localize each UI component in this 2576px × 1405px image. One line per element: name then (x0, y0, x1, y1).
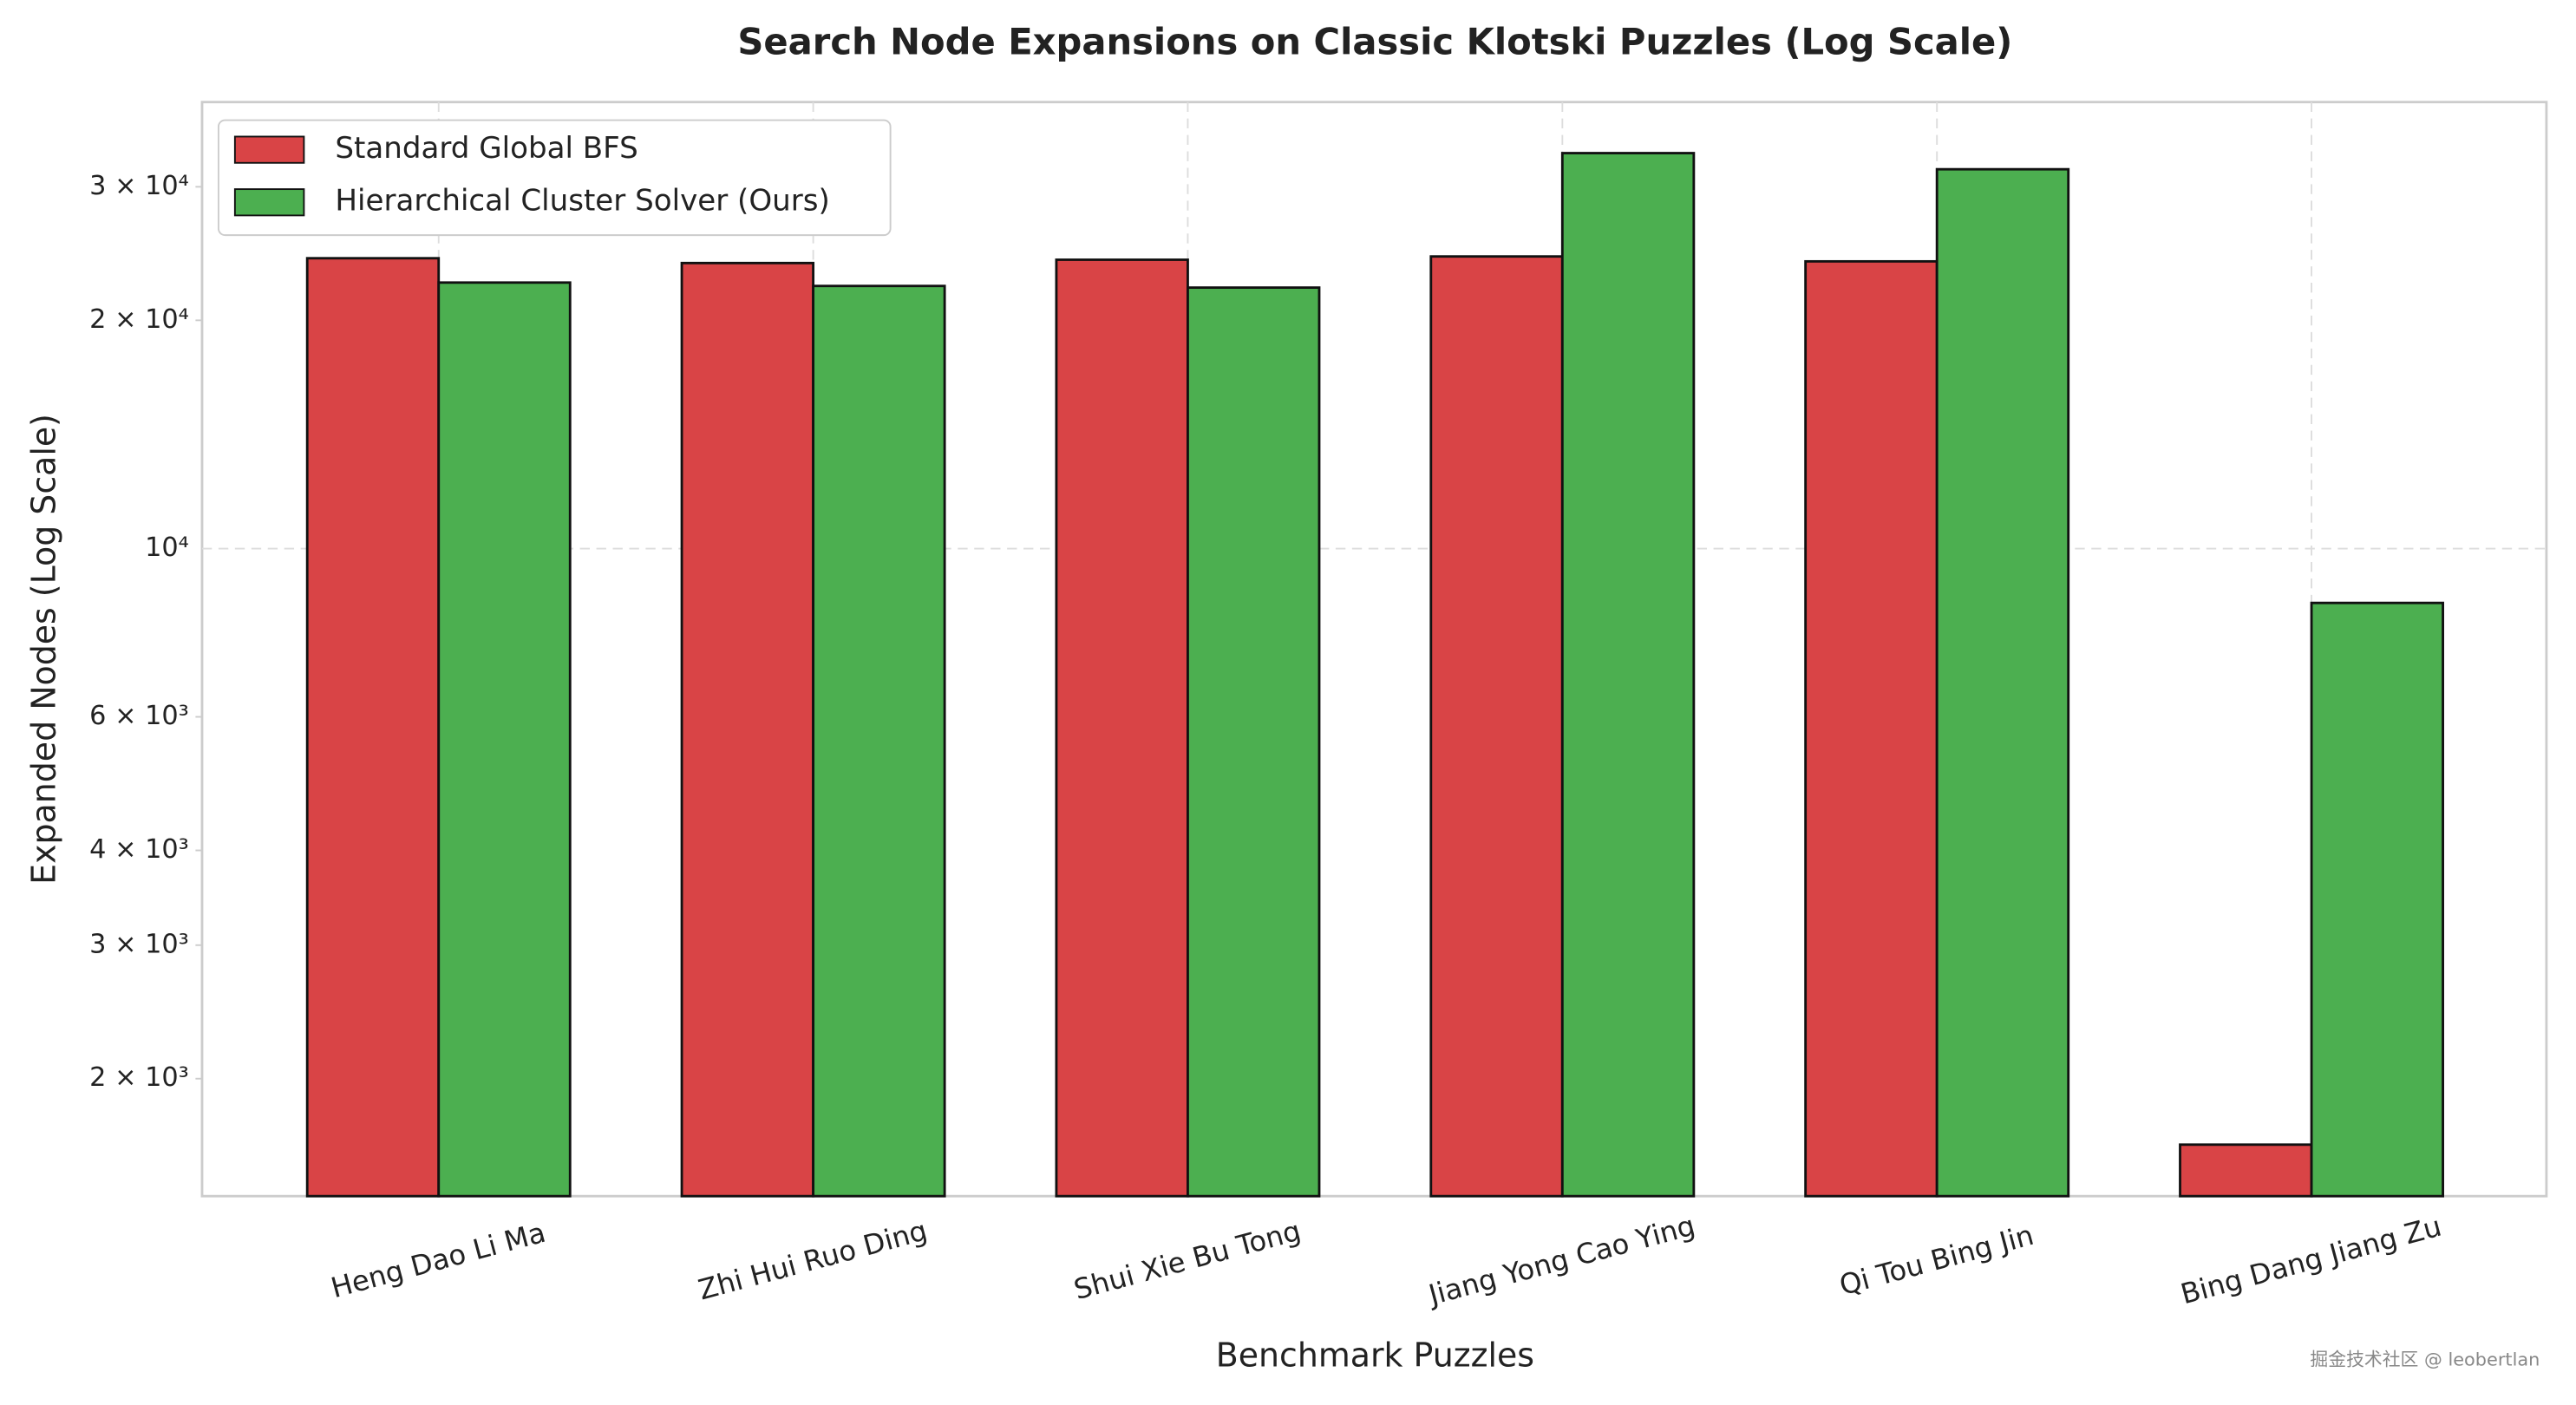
bar (1804, 259, 1939, 1198)
bar (2179, 1143, 2313, 1198)
bar (305, 257, 441, 1198)
y-tick-label: 3 × 10³ (89, 929, 189, 959)
legend-box (217, 119, 892, 237)
x-axis-label: Benchmark Puzzles (1216, 1336, 1534, 1374)
x-tick-label: Heng Dao Li Ma (328, 1216, 549, 1304)
y-tick-label: 6 × 10³ (89, 701, 189, 731)
y-tick-label: 2 × 10⁴ (89, 304, 189, 335)
bar (1935, 167, 2070, 1198)
bar (812, 284, 946, 1198)
bar (2310, 601, 2444, 1198)
chart-title: Search Node Expansions on Classic Klotsk… (737, 20, 2012, 62)
bar (1560, 152, 1696, 1198)
x-tick-label: Shui Xie Bu Tong (1070, 1214, 1304, 1306)
x-tick-label: Zhi Hui Ruo Ding (695, 1214, 931, 1307)
x-tick-label: Bing Dang Jiang Zu (2177, 1210, 2445, 1311)
x-tick-label: Jiang Yong Cao Ying (1423, 1209, 1698, 1312)
bar (1187, 286, 1321, 1198)
y-tick-label: 10⁴ (145, 533, 189, 563)
legend-label: Hierarchical Cluster Solver (Ours) (335, 184, 829, 219)
y-tick-label: 2 × 10³ (89, 1062, 189, 1093)
x-tick-label: Qi Tou Bing Jin (1836, 1219, 2037, 1302)
legend-swatch (233, 188, 305, 217)
bar (1055, 258, 1189, 1198)
bar (1429, 255, 1564, 1198)
plot-area (200, 101, 2548, 1198)
y-axis-label: Expanded Nodes (Log Scale) (25, 414, 63, 885)
legend: Standard Global BFS Hierarchical Cluster … (217, 119, 892, 237)
bar (680, 261, 815, 1198)
bar (437, 281, 572, 1198)
y-tick-label: 3 × 10⁴ (89, 171, 189, 201)
legend-swatch (233, 135, 305, 164)
y-tick-label: 4 × 10³ (89, 834, 189, 865)
legend-label: Standard Global BFS (335, 131, 637, 166)
watermark: 掘金技术社区 @ leobertlan (2310, 1349, 2540, 1370)
